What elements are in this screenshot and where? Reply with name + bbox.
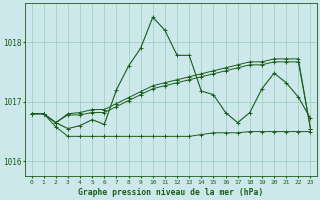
X-axis label: Graphe pression niveau de la mer (hPa): Graphe pression niveau de la mer (hPa)	[78, 188, 264, 197]
